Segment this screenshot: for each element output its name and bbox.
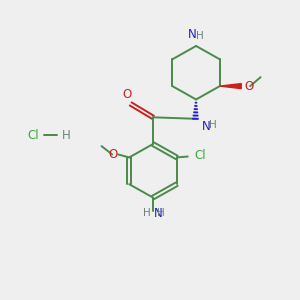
Text: H: H (208, 120, 216, 130)
Text: N: N (202, 120, 211, 133)
Text: N: N (188, 28, 197, 40)
Text: O: O (122, 88, 131, 101)
Text: H: H (196, 31, 204, 40)
Text: H: H (158, 208, 165, 218)
Text: N: N (154, 206, 163, 220)
Text: H: H (143, 208, 151, 218)
Text: Cl: Cl (28, 129, 39, 142)
Polygon shape (220, 84, 241, 88)
Text: H: H (61, 129, 70, 142)
Text: Cl: Cl (195, 149, 206, 162)
Text: O: O (108, 148, 117, 161)
Text: O: O (245, 80, 254, 93)
